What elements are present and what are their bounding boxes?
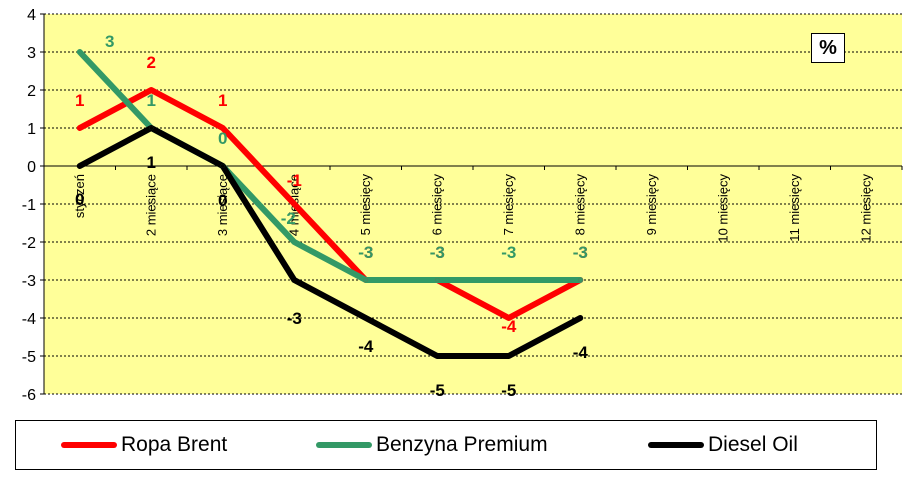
- y-tick-label: 1: [27, 121, 36, 138]
- data-point: [292, 240, 297, 244]
- data-point: [435, 278, 440, 282]
- x-tick-label: 12 miesięcy: [858, 174, 873, 243]
- y-tick-label: 3: [27, 45, 36, 62]
- data-label: 0: [218, 129, 227, 148]
- legend: Ropa Brent Benzyna Premium Diesel Oil: [15, 420, 877, 470]
- series-line-0: [76, 87, 584, 321]
- legend-label-diesel-oil: Diesel Oil: [708, 433, 798, 456]
- x-tick-label: 2 miesiące: [143, 174, 158, 236]
- data-label: 1: [75, 91, 84, 110]
- legend-swatch-benzyna-premium: [316, 442, 372, 448]
- data-point: [77, 126, 82, 130]
- data-label: -1: [287, 171, 302, 190]
- legend-label-ropa-brent: Ropa Brent: [121, 433, 228, 456]
- x-tick-label: 5 miesięcy: [358, 174, 373, 236]
- data-label: 0: [218, 191, 227, 210]
- x-tick-label: 7 miesięcy: [501, 174, 516, 236]
- x-tick-label: styczeń: [72, 174, 87, 218]
- data-point: [363, 316, 368, 320]
- data-label: -4: [501, 317, 517, 336]
- data-label: -3: [430, 243, 445, 262]
- y-tick-label: 2: [27, 83, 36, 100]
- x-tick-label: 10 miesięcy: [715, 174, 730, 243]
- y-tick-label: -1: [22, 197, 36, 214]
- data-point: [363, 278, 368, 282]
- y-tick-label: -5: [22, 349, 36, 366]
- y-tick-label: -2: [22, 235, 36, 252]
- data-point: [506, 354, 511, 358]
- data-label: 2: [147, 53, 156, 72]
- unit-label: %: [811, 33, 845, 63]
- data-label: 0: [75, 190, 84, 209]
- data-label: 1: [218, 91, 227, 110]
- series-line-2: [76, 125, 584, 359]
- data-label: -3: [573, 243, 588, 262]
- y-tick-label: -3: [22, 273, 36, 290]
- legend-label-benzyna-premium: Benzyna Premium: [376, 433, 548, 456]
- legend-swatch-diesel-oil: [648, 442, 704, 448]
- data-label: -2: [281, 209, 296, 228]
- x-tick-label: 3 miesiące: [215, 174, 230, 236]
- y-tick-label: 0: [27, 159, 36, 176]
- data-label: -3: [501, 243, 516, 262]
- data-point: [506, 316, 511, 320]
- data-label: -3: [358, 243, 373, 262]
- data-point: [506, 278, 511, 282]
- data-point: [435, 354, 440, 358]
- data-label: -5: [501, 381, 516, 400]
- x-tick-label: 9 miesięcy: [644, 174, 659, 236]
- data-label: -3: [358, 243, 373, 262]
- data-point: [149, 88, 154, 92]
- legend-item-diesel-oil: Diesel Oil: [648, 421, 798, 469]
- data-label: -3: [573, 243, 588, 262]
- data-label: -5: [430, 381, 445, 400]
- data-label: 3: [105, 32, 114, 51]
- data-point: [220, 164, 225, 168]
- data-label: 1: [147, 91, 156, 110]
- data-point: [578, 278, 583, 282]
- data-label: 1: [147, 153, 156, 172]
- data-label: -4: [358, 337, 374, 356]
- data-point: [77, 50, 82, 54]
- legend-swatch-ropa-brent: [61, 442, 117, 448]
- data-point: [292, 202, 297, 206]
- data-point: [77, 164, 82, 168]
- data-point: [220, 126, 225, 130]
- data-point: [149, 126, 154, 130]
- legend-item-ropa-brent: Ropa Brent: [61, 421, 227, 469]
- data-point: [292, 278, 297, 282]
- y-tick-label: -6: [22, 387, 36, 404]
- x-tick-label: 6 miesięcy: [429, 174, 444, 236]
- y-tick-label: 4: [27, 7, 36, 24]
- data-label: -3: [287, 309, 302, 328]
- x-tick-label: 8 miesięcy: [572, 174, 587, 236]
- x-tick-label: 11 miesięcy: [787, 174, 802, 242]
- data-label: -4: [573, 343, 589, 362]
- data-label: -3: [430, 243, 445, 262]
- y-tick-label: -4: [22, 311, 36, 328]
- legend-item-benzyna-premium: Benzyna Premium: [316, 421, 548, 469]
- data-point: [578, 316, 583, 320]
